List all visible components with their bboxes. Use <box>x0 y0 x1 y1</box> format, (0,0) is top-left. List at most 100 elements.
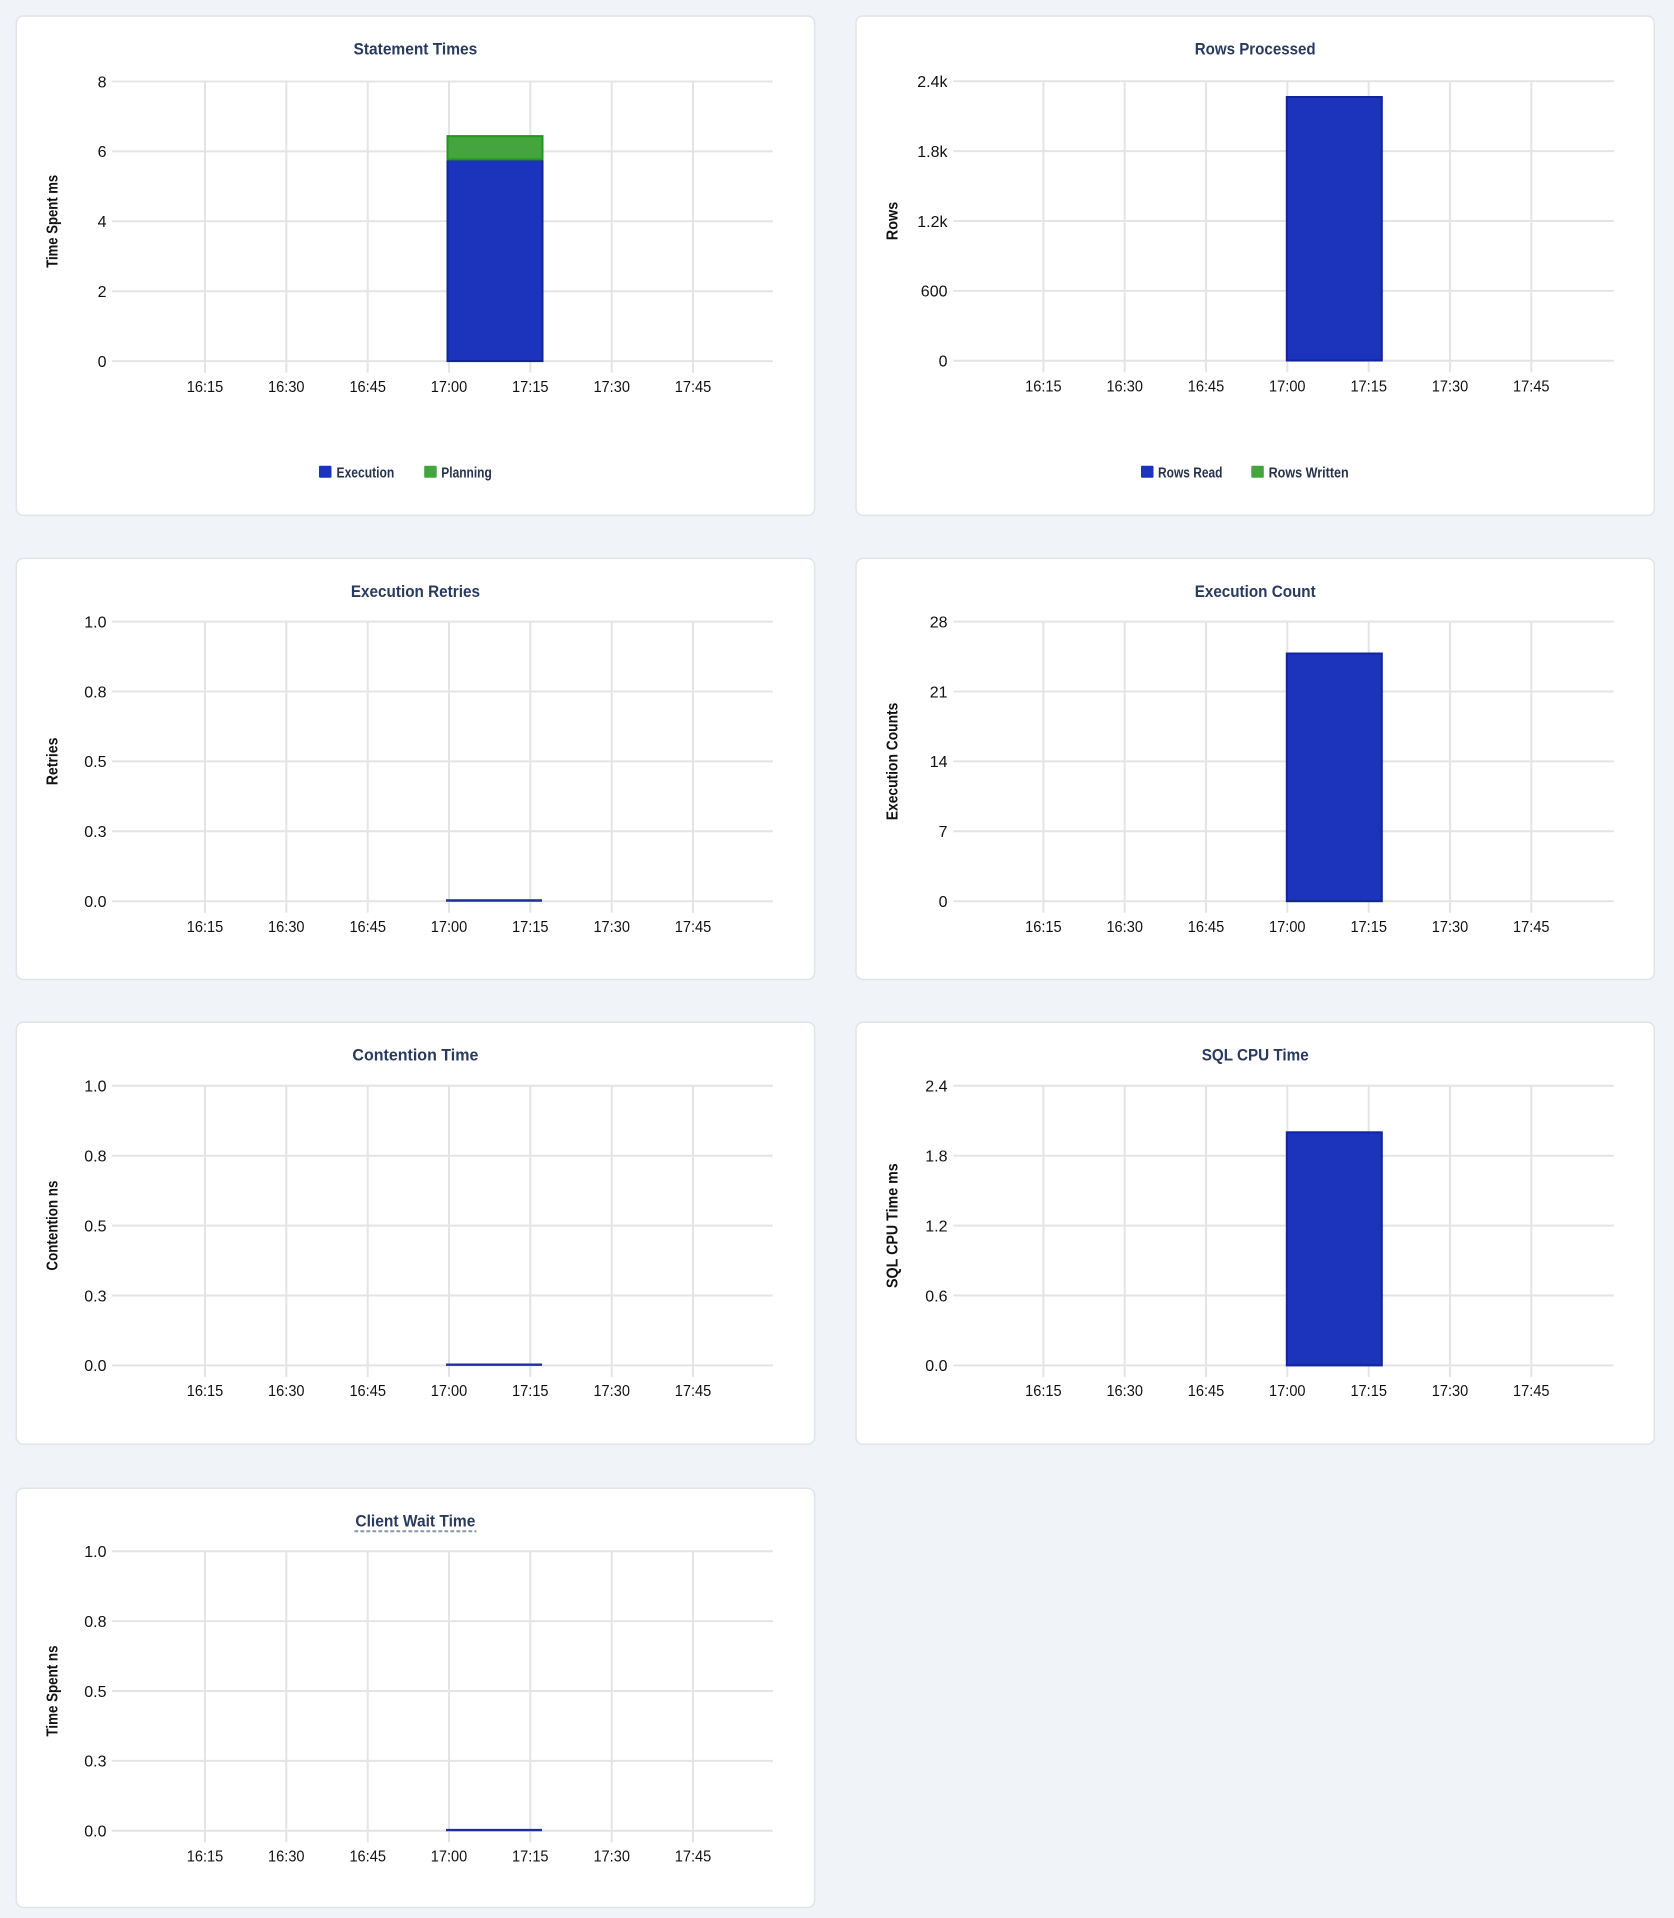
svg-text:Statement Times: Statement Times <box>354 40 478 59</box>
svg-text:0.5: 0.5 <box>84 1218 106 1235</box>
svg-text:17:45: 17:45 <box>1513 1383 1550 1400</box>
svg-text:0.0: 0.0 <box>925 1358 947 1375</box>
svg-text:0.3: 0.3 <box>84 1288 106 1305</box>
svg-text:0.3: 0.3 <box>84 1754 106 1771</box>
svg-text:17:00: 17:00 <box>1269 1383 1306 1400</box>
svg-text:16:30: 16:30 <box>268 1383 305 1400</box>
svg-text:17:15: 17:15 <box>512 379 549 396</box>
svg-text:17:15: 17:15 <box>1350 379 1387 396</box>
svg-text:1.2k: 1.2k <box>917 214 948 231</box>
svg-text:0.5: 0.5 <box>84 1684 106 1701</box>
svg-text:28: 28 <box>930 614 948 631</box>
svg-text:0: 0 <box>98 354 107 371</box>
svg-text:Rows Read: Rows Read <box>1158 465 1223 481</box>
svg-text:17:15: 17:15 <box>1350 1383 1387 1400</box>
svg-text:17:00: 17:00 <box>431 379 468 396</box>
svg-text:Planning: Planning <box>441 465 492 481</box>
svg-text:16:45: 16:45 <box>349 1383 386 1400</box>
svg-text:SQL CPU Time: SQL CPU Time <box>1202 1046 1309 1065</box>
svg-text:17:30: 17:30 <box>593 379 630 396</box>
svg-text:0: 0 <box>939 354 948 371</box>
svg-text:17:45: 17:45 <box>675 379 712 396</box>
svg-text:0.0: 0.0 <box>84 1358 106 1375</box>
svg-text:17:00: 17:00 <box>431 919 468 936</box>
svg-text:17:15: 17:15 <box>512 1383 549 1400</box>
svg-text:0.5: 0.5 <box>84 754 106 771</box>
svg-text:17:15: 17:15 <box>512 1849 549 1866</box>
svg-text:1.0: 1.0 <box>84 614 106 631</box>
svg-text:0.8: 0.8 <box>84 684 106 701</box>
svg-text:Rows: Rows <box>885 202 902 240</box>
svg-text:16:15: 16:15 <box>1025 1383 1062 1400</box>
svg-text:8: 8 <box>98 74 107 91</box>
svg-text:Rows Written: Rows Written <box>1269 465 1349 481</box>
svg-text:17:30: 17:30 <box>593 919 630 936</box>
svg-text:14: 14 <box>930 754 948 771</box>
svg-text:Execution Retries: Execution Retries <box>351 582 480 601</box>
svg-text:600: 600 <box>921 284 948 301</box>
svg-text:1.8k: 1.8k <box>917 144 948 161</box>
svg-text:16:15: 16:15 <box>1025 379 1062 396</box>
svg-text:Contention Time: Contention Time <box>352 1046 478 1065</box>
svg-text:17:15: 17:15 <box>1350 919 1387 936</box>
svg-text:17:30: 17:30 <box>1432 379 1469 396</box>
svg-text:16:15: 16:15 <box>187 379 224 396</box>
svg-text:Contention ns: Contention ns <box>45 1181 62 1271</box>
svg-text:17:30: 17:30 <box>1432 1383 1469 1400</box>
svg-text:16:45: 16:45 <box>1188 1383 1225 1400</box>
svg-text:17:45: 17:45 <box>675 1849 712 1866</box>
svg-text:17:30: 17:30 <box>593 1849 630 1866</box>
svg-text:4: 4 <box>98 214 107 231</box>
svg-text:1.8: 1.8 <box>925 1149 947 1166</box>
svg-text:16:30: 16:30 <box>1106 919 1143 936</box>
svg-text:21: 21 <box>930 684 948 701</box>
svg-text:Time Spent ms: Time Spent ms <box>45 175 62 268</box>
svg-text:SQL CPU Time ms: SQL CPU Time ms <box>885 1163 902 1288</box>
svg-text:Retries: Retries <box>45 738 62 786</box>
svg-text:6: 6 <box>98 144 107 161</box>
svg-text:Client Wait Time: Client Wait Time <box>355 1512 475 1531</box>
svg-text:16:15: 16:15 <box>1025 919 1062 936</box>
svg-text:16:15: 16:15 <box>187 1383 224 1400</box>
svg-text:16:45: 16:45 <box>1188 379 1225 396</box>
svg-text:1.0: 1.0 <box>84 1079 106 1096</box>
svg-text:0.0: 0.0 <box>84 894 106 911</box>
svg-text:Time Spent ns: Time Spent ns <box>45 1646 62 1737</box>
svg-text:0.8: 0.8 <box>84 1614 106 1631</box>
svg-text:16:30: 16:30 <box>1106 1383 1143 1400</box>
svg-text:16:45: 16:45 <box>1188 919 1225 936</box>
svg-text:17:00: 17:00 <box>431 1383 468 1400</box>
svg-text:17:45: 17:45 <box>675 919 712 936</box>
svg-text:Rows Processed: Rows Processed <box>1195 40 1316 59</box>
svg-text:16:45: 16:45 <box>349 1849 386 1866</box>
svg-text:16:15: 16:15 <box>187 1849 224 1866</box>
svg-text:17:45: 17:45 <box>1513 919 1550 936</box>
svg-text:17:00: 17:00 <box>1269 379 1306 396</box>
svg-text:0.3: 0.3 <box>84 824 106 841</box>
svg-text:0.6: 0.6 <box>925 1288 947 1305</box>
svg-text:16:30: 16:30 <box>268 379 305 396</box>
svg-text:16:45: 16:45 <box>349 919 386 936</box>
svg-text:17:00: 17:00 <box>431 1849 468 1866</box>
svg-text:Execution Count: Execution Count <box>1195 582 1316 601</box>
svg-text:17:30: 17:30 <box>593 1383 630 1400</box>
svg-text:16:45: 16:45 <box>349 379 386 396</box>
svg-text:0: 0 <box>939 894 948 911</box>
svg-text:16:30: 16:30 <box>268 1849 305 1866</box>
svg-text:17:30: 17:30 <box>1432 919 1469 936</box>
svg-text:2.4: 2.4 <box>925 1079 947 1096</box>
svg-text:Execution Counts: Execution Counts <box>885 703 902 821</box>
svg-text:17:45: 17:45 <box>675 1383 712 1400</box>
svg-text:2.4k: 2.4k <box>917 74 948 91</box>
svg-text:Execution: Execution <box>337 465 395 481</box>
svg-text:0.8: 0.8 <box>84 1149 106 1166</box>
svg-text:16:30: 16:30 <box>1106 379 1143 396</box>
svg-text:1.0: 1.0 <box>84 1544 106 1561</box>
svg-text:16:15: 16:15 <box>187 919 224 936</box>
svg-text:0.0: 0.0 <box>84 1824 106 1841</box>
svg-text:2: 2 <box>98 284 107 301</box>
svg-text:17:00: 17:00 <box>1269 919 1306 936</box>
svg-text:17:45: 17:45 <box>1513 379 1550 396</box>
svg-text:7: 7 <box>939 824 948 841</box>
svg-text:1.2: 1.2 <box>925 1218 947 1235</box>
